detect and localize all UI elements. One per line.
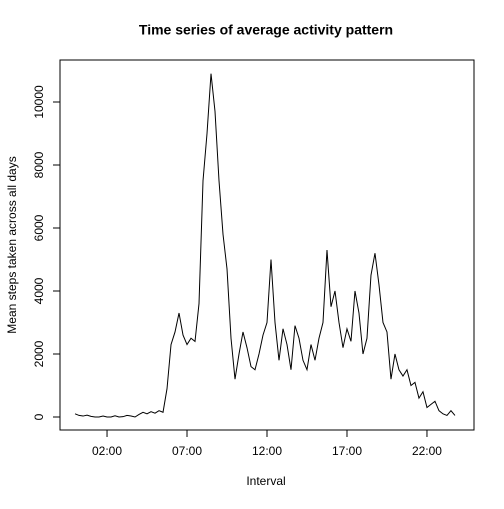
x-tick-label: 17:00 [332,444,362,458]
y-tick-label: 2000 [32,340,46,367]
y-tick-label: 10000 [32,85,46,119]
y-tick-label: 0 [32,413,46,420]
data-line [74,73,456,418]
y-tick-label: 8000 [32,151,46,178]
y-tick-label: 6000 [32,214,46,241]
y-tick-label: 4000 [32,277,46,304]
y-axis-label: Mean steps taken across all days [5,156,19,333]
x-tick-label: 02:00 [92,444,122,458]
plot-box [59,59,475,431]
x-tick-label: 07:00 [172,444,202,458]
x-tick-label: 12:00 [252,444,282,458]
x-axis-label: Interval [246,474,285,488]
x-tick-label: 22:00 [412,444,442,458]
chart-title: Time series of average activity pattern [139,22,393,38]
